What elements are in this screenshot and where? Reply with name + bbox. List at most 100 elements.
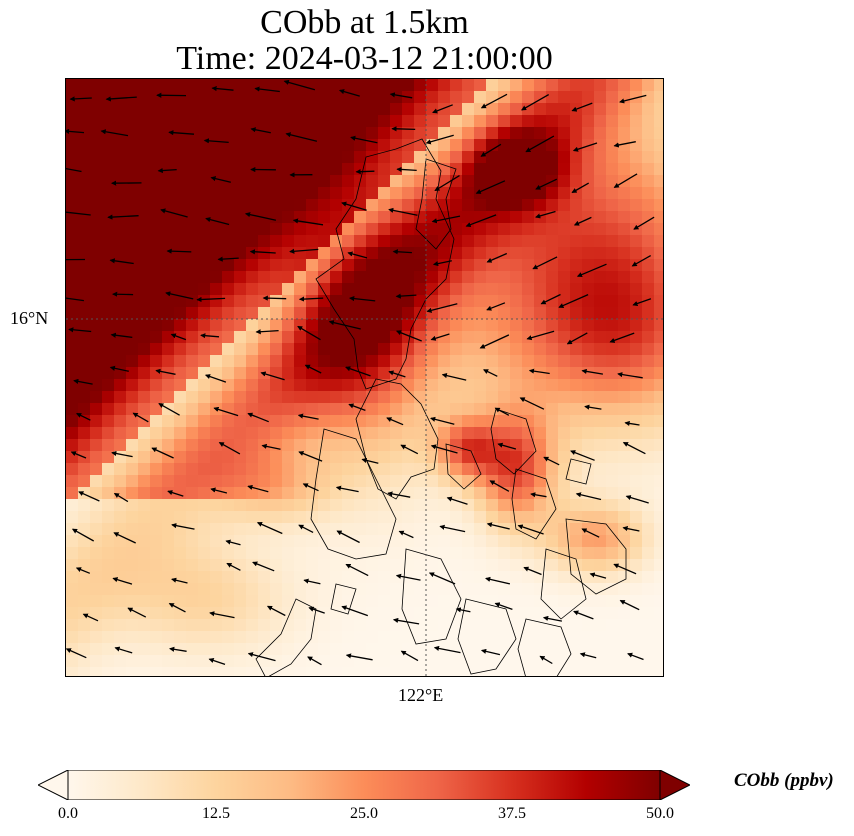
wind-vector [361, 457, 379, 464]
field-cell [114, 547, 127, 560]
field-cell [162, 187, 175, 200]
field-cell [78, 103, 91, 116]
wind-vector [494, 407, 510, 416]
field-cell [126, 295, 139, 308]
field-cell [558, 643, 571, 656]
field-cell [114, 535, 127, 548]
field-cell [78, 631, 91, 644]
field-cell [234, 223, 247, 236]
field-cell [138, 115, 151, 128]
wind-vector [210, 176, 231, 183]
field-cell [486, 259, 499, 272]
field-cell [342, 79, 355, 92]
field-cell [186, 175, 199, 188]
field-cell [582, 559, 595, 572]
field-cell [342, 367, 355, 380]
field-cell [570, 187, 583, 200]
wind-vector [558, 294, 589, 308]
field-cell [426, 295, 439, 308]
field-cell [126, 319, 139, 332]
field-cell [438, 247, 451, 260]
field-cell [78, 427, 91, 440]
field-cell [282, 79, 295, 92]
field-cell [354, 619, 367, 632]
field-cell [486, 607, 499, 620]
field-cell [618, 595, 631, 608]
field-cell [390, 487, 403, 500]
field-cell [606, 631, 619, 644]
field-cell [66, 655, 79, 668]
wind-vector [430, 416, 455, 425]
field-cell [174, 343, 187, 356]
field-cell [474, 547, 487, 560]
wind-vector [308, 606, 325, 614]
field-cell [306, 175, 319, 188]
wind-vector [211, 85, 234, 92]
wind-vector [455, 607, 471, 613]
field-cell [570, 247, 583, 260]
field-cell [246, 247, 259, 260]
field-cell [174, 499, 187, 512]
field-cell [162, 343, 175, 356]
field-cell [210, 175, 223, 188]
field-cell [246, 187, 259, 200]
field-cell [414, 559, 427, 572]
field-cell [366, 223, 379, 236]
field-cell [474, 259, 487, 272]
field-cell [318, 571, 331, 584]
field-cell [570, 235, 583, 248]
field-cell [498, 667, 511, 676]
wind-vector [285, 132, 318, 142]
wind-vector [517, 524, 544, 535]
field-cell [342, 355, 355, 368]
field-cell [258, 187, 271, 200]
field-cell [522, 211, 535, 224]
field-cell [186, 475, 199, 488]
field-cell [570, 223, 583, 236]
field-cell [150, 175, 163, 188]
field-cell [258, 499, 271, 512]
wind-vector [213, 406, 239, 417]
field-cell [558, 211, 571, 224]
field-cell [186, 499, 199, 512]
field-cell [402, 175, 415, 188]
field-cell [66, 487, 79, 500]
field-cell [366, 151, 379, 164]
field-cell [522, 655, 535, 668]
field-cell [126, 175, 139, 188]
field-cell [438, 379, 451, 392]
field-cell [198, 259, 211, 272]
field-cell [402, 583, 415, 596]
field-cell [318, 91, 331, 104]
field-cell [294, 199, 307, 212]
field-cell [174, 259, 187, 272]
wind-vector [579, 652, 597, 659]
field-cell [306, 547, 319, 560]
field-cell [330, 571, 343, 584]
field-cell [306, 571, 319, 584]
wind-vector [165, 291, 194, 300]
field-cell [342, 619, 355, 632]
field-cell [246, 103, 259, 116]
field-cell [258, 379, 271, 392]
field-cell [126, 559, 139, 572]
field-cell [606, 475, 619, 488]
field-cell [522, 139, 535, 152]
field-cell [522, 595, 535, 608]
field-cell [474, 307, 487, 320]
field-cell [654, 163, 663, 176]
field-cell [270, 199, 283, 212]
field-cell [174, 175, 187, 188]
field-cell [570, 655, 583, 668]
field-cell [606, 607, 619, 620]
field-cell [438, 451, 451, 464]
field-cell [366, 187, 379, 200]
field-cell [426, 487, 439, 500]
field-cell [114, 187, 127, 200]
field-cell [306, 127, 319, 140]
field-cell [426, 103, 439, 116]
field-cell [462, 151, 475, 164]
field-cell [654, 151, 663, 164]
field-cell [126, 595, 139, 608]
field-cell [426, 127, 439, 140]
